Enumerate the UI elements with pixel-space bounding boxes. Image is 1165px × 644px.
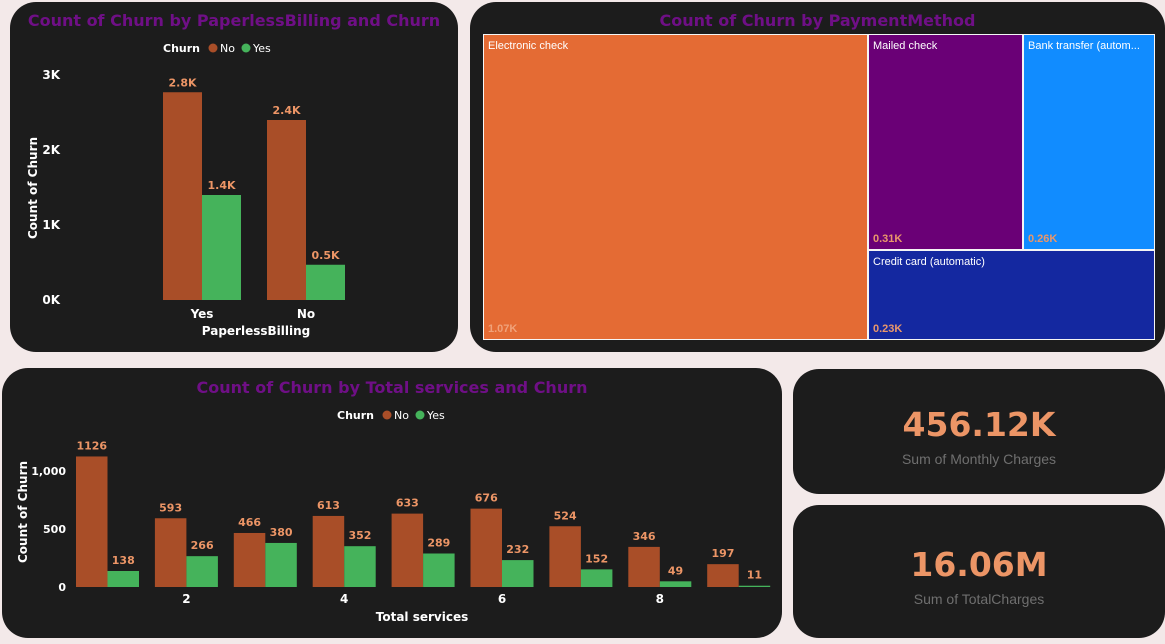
x-tick-label: 8: [656, 592, 664, 606]
kpi-total-value: 16.06M: [910, 545, 1048, 584]
data-label: 2.4K: [272, 104, 300, 117]
bar-yes-3: [265, 542, 297, 587]
bar-yes-8: [659, 581, 692, 587]
legend-title: Churn: [337, 409, 374, 422]
bar-yes-1: [107, 571, 139, 587]
data-label: 1126: [76, 439, 107, 452]
y-tick-label: 2K: [42, 143, 60, 157]
treemap-cell-electronic-check[interactable]: Electronic check 1.07K: [483, 34, 868, 340]
paperless-billing-card: Count of Churn by PaperlessBilling and C…: [10, 2, 458, 352]
y-axis-label: Count of Churn: [16, 461, 30, 563]
bar-no-3: [233, 532, 266, 587]
x-tick-label: 2: [182, 592, 190, 606]
kpi-total-label: Sum of TotalCharges: [913, 591, 1045, 607]
y-tick-label: 0K: [42, 293, 60, 307]
treemap-label: Bank transfer (autom...: [1028, 40, 1140, 52]
total-services-card: Count of Churn by Total services and Chu…: [2, 368, 782, 638]
data-label: 346: [633, 530, 656, 543]
data-label: 289: [427, 536, 450, 549]
treemap-cell-mailed-check[interactable]: Mailed check 0.31K: [868, 34, 1023, 250]
data-label: 352: [348, 529, 371, 542]
bar-yes-2: [186, 556, 218, 587]
data-label: 613: [317, 499, 340, 512]
bar-no-9: [707, 564, 739, 587]
paperless-chart: Churn No Yes 0K 1K 2K 3K Count of Churn Paperles…: [26, 42, 345, 338]
data-label: 49: [668, 564, 683, 577]
bar-yes-5: [423, 553, 455, 587]
legend-label-yes: Yes: [252, 42, 271, 55]
bar-yes-6: [502, 560, 534, 587]
legend-marker-no: [382, 410, 392, 420]
paperless-chart-title: Count of Churn by PaperlessBilling and C…: [27, 11, 441, 30]
treemap-label: Credit card (automatic): [873, 256, 985, 268]
treemap: Electronic check 1.07K Mailed check 0.31…: [483, 34, 1155, 340]
bar-yes-7: [580, 569, 613, 587]
legend-label-no: No: [394, 409, 409, 422]
bar-no-5: [391, 513, 424, 587]
treemap-cell-bank-transfer[interactable]: Bank transfer (autom... 0.26K: [1023, 34, 1155, 250]
treemap-label: Mailed check: [873, 40, 938, 52]
legend-title: Churn: [163, 42, 200, 55]
kpi-monthly-value: 456.12K: [902, 405, 1056, 444]
bar-yes-4: [344, 546, 376, 587]
y-tick-label: 1,000: [31, 465, 66, 478]
payment-chart-title: Count of Churn by PaymentMethod: [659, 11, 976, 30]
treemap-cell-credit-card[interactable]: Credit card (automatic) 0.23K: [868, 250, 1155, 340]
bar-no-7: [549, 526, 581, 587]
bar-no-2: [154, 518, 187, 587]
legend-marker-no: [208, 43, 218, 53]
y-tick-label: 0: [58, 581, 66, 594]
data-label: 152: [585, 552, 608, 565]
data-label: 266: [191, 539, 214, 552]
data-label: 0.5K: [311, 249, 339, 262]
treemap-value: 0.23K: [873, 323, 903, 335]
bar-no-yes: [163, 92, 202, 300]
treemap-value: 0.26K: [1028, 233, 1058, 245]
legend-marker-yes: [241, 43, 251, 53]
y-tick-label: 500: [43, 523, 66, 536]
kpi-monthly-label: Sum of Monthly Charges: [901, 451, 1057, 467]
data-label: 11: [747, 569, 762, 582]
legend-label-yes: Yes: [426, 409, 445, 422]
x-tick-label: 4: [340, 592, 348, 606]
data-label: 633: [396, 497, 419, 510]
data-label: 380: [270, 526, 293, 539]
bar-yes-no: [306, 264, 345, 300]
x-tick-label: No: [297, 307, 315, 321]
bar-no-no: [267, 120, 306, 300]
treemap-value: 0.31K: [873, 233, 903, 245]
kpi-total-card: 16.06M Sum of TotalCharges: [793, 505, 1165, 638]
x-axis-label: Total services: [376, 610, 469, 624]
bar-no-1: [76, 456, 108, 587]
services-chart-title: Count of Churn by Total services and Chu…: [196, 378, 588, 397]
bar-no-8: [628, 546, 660, 587]
data-label: 593: [159, 501, 182, 514]
y-tick-label: 1K: [42, 218, 60, 232]
legend-label-no: No: [220, 42, 235, 55]
legend-marker-yes: [415, 410, 425, 420]
y-tick-label: 3K: [42, 68, 60, 82]
treemap-label: Electronic check: [488, 40, 569, 52]
y-axis-label: Count of Churn: [26, 137, 40, 239]
bar-yes-yes: [202, 195, 241, 300]
x-tick-label: 6: [498, 592, 506, 606]
data-label: 232: [506, 543, 529, 556]
data-label: 466: [238, 516, 261, 529]
payment-method-card: Count of Churn by PaymentMethod Electron…: [470, 2, 1165, 352]
x-tick-label: Yes: [190, 307, 214, 321]
bar-yes-9: [738, 585, 771, 587]
x-axis-label: PaperlessBilling: [202, 324, 311, 338]
bar-no-6: [470, 508, 502, 587]
data-label: 524: [554, 509, 577, 522]
data-label: 138: [112, 554, 135, 567]
data-label: 197: [711, 547, 734, 560]
kpi-monthly-card: 456.12K Sum of Monthly Charges: [793, 369, 1165, 494]
data-label: 2.8K: [168, 76, 196, 89]
treemap-value: 1.07K: [488, 323, 518, 335]
data-label: 1.4K: [207, 179, 235, 192]
data-label: 676: [475, 492, 498, 505]
bar-no-4: [312, 515, 345, 587]
